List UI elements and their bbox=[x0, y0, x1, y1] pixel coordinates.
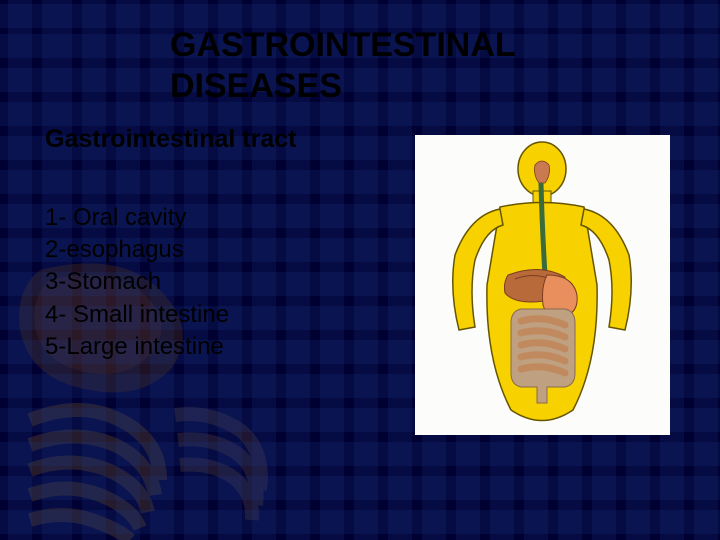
body-svg bbox=[415, 135, 670, 435]
slide-title: GASTROINTESTINAL DISEASES bbox=[170, 25, 670, 107]
title-line-2: DISEASES bbox=[170, 67, 342, 105]
body-diagram bbox=[415, 135, 670, 435]
title-line-1: GASTROINTESTINAL bbox=[170, 26, 516, 64]
